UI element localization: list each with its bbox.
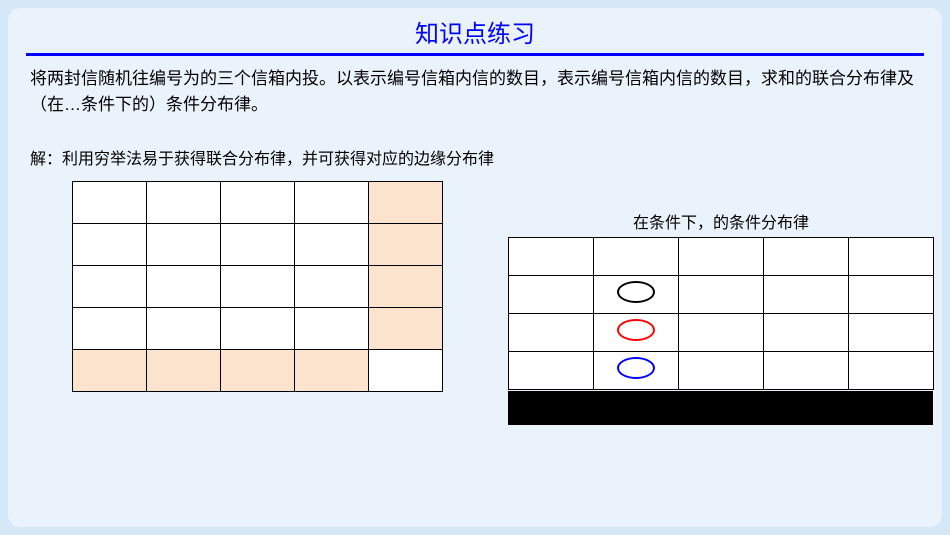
conditional-table-title: 在条件下，的条件分布律	[508, 209, 934, 233]
table-cell	[594, 352, 679, 390]
table-cell	[369, 182, 443, 224]
table-cell	[73, 224, 147, 266]
table-cell	[73, 350, 147, 392]
table-cell	[764, 276, 849, 314]
table-cell	[509, 238, 594, 276]
table-cell	[594, 314, 679, 352]
conditional-table-wrap: 在条件下，的条件分布律	[508, 209, 934, 390]
table-cell	[147, 350, 221, 392]
table-cell	[295, 224, 369, 266]
table-cell	[509, 352, 594, 390]
table-cell	[295, 266, 369, 308]
ellipse-icon	[617, 357, 655, 379]
table-cell	[369, 350, 443, 392]
black-bar	[508, 391, 933, 425]
problem-text: 将两封信随机往编号为的三个信箱内投。以表示编号信箱内信的数目，表示编号信箱内信的…	[8, 66, 942, 117]
joint-distribution-table	[72, 181, 443, 392]
table-cell	[295, 350, 369, 392]
solution-intro: 解：利用穷举法易于获得联合分布律，并可获得对应的边缘分布律	[8, 117, 942, 181]
table-cell	[679, 314, 764, 352]
table-cell	[509, 276, 594, 314]
table-cell	[73, 266, 147, 308]
table-cell	[147, 182, 221, 224]
table-cell	[594, 276, 679, 314]
table-cell	[295, 182, 369, 224]
table-cell	[221, 266, 295, 308]
table-cell	[764, 238, 849, 276]
table-cell	[679, 352, 764, 390]
table-cell	[764, 352, 849, 390]
title-underline	[26, 53, 924, 56]
table-cell	[369, 224, 443, 266]
table-cell	[147, 266, 221, 308]
table-cell	[849, 352, 934, 390]
table-cell	[764, 314, 849, 352]
table-cell	[369, 308, 443, 350]
table-cell	[849, 276, 934, 314]
slide: 知识点练习 将两封信随机往编号为的三个信箱内投。以表示编号信箱内信的数目，表示编…	[8, 8, 942, 527]
table-cell	[849, 238, 934, 276]
table-cell	[221, 308, 295, 350]
ellipse-icon	[617, 319, 655, 341]
table-cell	[679, 276, 764, 314]
table-cell	[73, 182, 147, 224]
table-cell	[849, 314, 934, 352]
table-cell	[221, 182, 295, 224]
ellipse-icon	[617, 281, 655, 303]
table-cell	[594, 238, 679, 276]
table-cell	[679, 238, 764, 276]
table-cell	[147, 308, 221, 350]
table-cell	[73, 308, 147, 350]
table-cell	[509, 314, 594, 352]
conditional-distribution-table	[508, 237, 934, 390]
table-cell	[147, 224, 221, 266]
page-title: 知识点练习	[8, 8, 942, 53]
table-cell	[295, 308, 369, 350]
table-cell	[221, 224, 295, 266]
table-cell	[369, 266, 443, 308]
table-cell	[221, 350, 295, 392]
